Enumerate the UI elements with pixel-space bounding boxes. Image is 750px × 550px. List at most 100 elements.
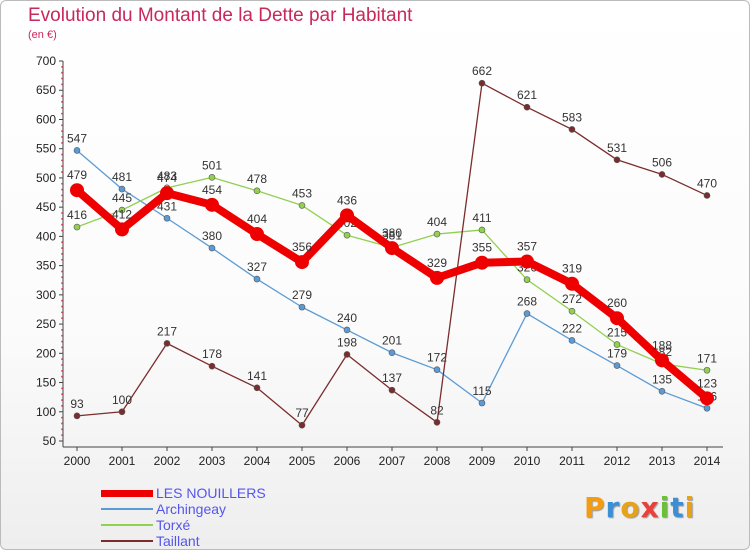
data-label-les-nouillers: 260 — [607, 296, 627, 310]
y-minor-tick — [61, 405, 63, 407]
y-minor-tick — [61, 299, 63, 302]
y-minor-tick — [61, 317, 63, 320]
data-point-les-nouillers — [205, 197, 219, 212]
y-minor-tick — [61, 282, 63, 285]
chart-title: Evolution du Montant de la Dette par Hab… — [28, 5, 413, 26]
data-point-taillant — [703, 192, 711, 199]
data-label-taillant: 137 — [382, 371, 402, 385]
y-minor-tick — [61, 217, 63, 220]
y-tick-label: 450 — [36, 200, 56, 214]
data-label-torx: 381 — [382, 228, 402, 242]
data-label-taillant: 100 — [112, 393, 132, 407]
data-point-les-nouillers — [250, 227, 264, 242]
data-label-archingeay: 115 — [472, 384, 491, 398]
y-minor-tick — [61, 305, 63, 308]
y-minor-tick — [61, 422, 63, 425]
data-label-taillant: 621 — [517, 88, 537, 102]
data-label-taillant: 77 — [295, 406, 309, 420]
y-minor-tick — [61, 83, 63, 86]
y-minor-tick — [61, 182, 63, 185]
x-tick-label: 2008 — [424, 454, 451, 468]
legend-swatch — [101, 540, 153, 542]
x-tick-label: 2013 — [649, 454, 676, 468]
data-label-torx: 483 — [157, 169, 177, 183]
data-label-les-nouillers: 454 — [202, 183, 222, 197]
x-tick-label: 2011 — [559, 454, 585, 468]
y-minor-tick — [61, 95, 63, 97]
data-point-taillant — [118, 408, 126, 416]
data-label-les-nouillers: 436 — [337, 193, 357, 207]
data-label-archingeay: 279 — [292, 288, 312, 302]
data-label-archingeay: 431 — [157, 199, 177, 213]
data-point-torx — [433, 230, 441, 238]
data-point-torx — [118, 206, 126, 214]
y-minor-tick — [61, 153, 63, 156]
data-label-torx: 272 — [562, 292, 582, 306]
data-point-archingeay — [433, 366, 441, 373]
data-point-taillant — [208, 362, 216, 370]
y-minor-tick — [61, 258, 63, 261]
y-minor-tick — [61, 311, 63, 314]
data-point-les-nouillers — [160, 186, 174, 201]
y-minor-tick — [61, 77, 63, 80]
data-point-archingeay — [73, 147, 81, 154]
data-label-les-nouillers: 380 — [382, 226, 402, 240]
y-minor-tick — [61, 223, 63, 226]
data-label-torx: 478 — [247, 172, 267, 186]
y-minor-tick — [61, 434, 63, 437]
data-label-taillant: 141 — [247, 369, 267, 383]
data-point-torx — [253, 187, 261, 195]
data-label-archingeay: 380 — [202, 229, 222, 243]
data-point-taillant — [73, 412, 81, 420]
data-label-les-nouillers: 188 — [652, 338, 672, 352]
y-minor-tick — [61, 399, 63, 401]
y-minor-tick — [61, 71, 63, 74]
data-point-torx — [568, 307, 576, 315]
y-minor-tick — [61, 270, 63, 273]
data-label-torx: 416 — [67, 208, 87, 222]
legend-label: LES NOUILLERS — [156, 485, 266, 501]
logo-letter: P — [584, 491, 606, 524]
y-minor-tick — [61, 358, 63, 361]
data-label-les-nouillers: 357 — [517, 240, 537, 254]
data-label-les-nouillers: 479 — [67, 168, 87, 182]
y-minor-tick — [61, 334, 63, 337]
data-point-les-nouillers — [565, 276, 579, 291]
data-label-les-nouillers: 319 — [562, 262, 582, 276]
y-minor-tick — [61, 340, 63, 343]
x-tick-label: 2007 — [379, 454, 406, 468]
data-label-archingeay: 172 — [427, 351, 447, 365]
data-label-les-nouillers: 404 — [247, 212, 267, 226]
y-tick-label: 200 — [36, 346, 56, 360]
data-point-taillant — [523, 103, 531, 111]
data-point-archingeay — [658, 388, 666, 395]
y-minor-tick — [61, 329, 63, 331]
y-minor-tick — [61, 346, 63, 349]
data-point-les-nouillers — [70, 183, 84, 198]
data-point-archingeay — [613, 362, 621, 369]
data-point-taillant — [343, 351, 351, 358]
y-minor-tick — [61, 124, 63, 127]
x-tick-label: 2009 — [469, 454, 496, 468]
legend-label: Torxé — [156, 517, 191, 533]
data-label-taillant: 583 — [562, 110, 582, 124]
data-point-les-nouillers — [430, 270, 444, 285]
data-point-archingeay — [703, 404, 711, 412]
legend-swatch — [101, 524, 153, 526]
y-tick-label: 650 — [36, 83, 56, 97]
x-tick-label: 2000 — [64, 454, 91, 468]
data-point-taillant — [478, 79, 486, 87]
data-label-taillant: 93 — [70, 397, 84, 411]
y-tick-label: 350 — [36, 259, 56, 273]
y-minor-tick — [61, 241, 63, 244]
data-label-taillant: 178 — [202, 347, 222, 361]
data-point-archingeay — [568, 337, 576, 344]
data-point-taillant — [163, 340, 171, 347]
data-point-les-nouillers — [385, 241, 399, 256]
x-tick-label: 2004 — [244, 454, 271, 468]
y-minor-tick — [61, 165, 63, 168]
data-label-archingeay: 481 — [112, 170, 132, 184]
data-label-archingeay: 222 — [562, 321, 582, 335]
